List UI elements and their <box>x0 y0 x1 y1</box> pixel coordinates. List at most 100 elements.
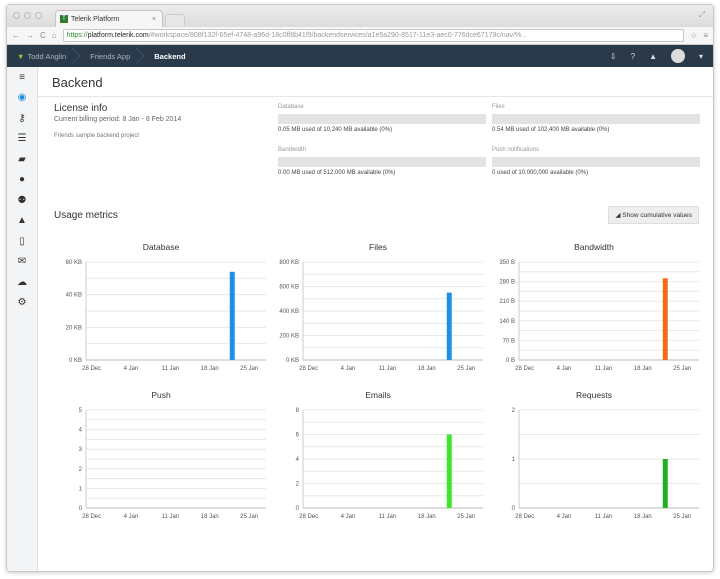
quota-bar <box>492 114 700 124</box>
chart-plot: 0 1 2 3 4 5 28 Dec 4 Jan 11 Jan 18 Jan 25 Jan <box>79 408 266 520</box>
browser-tab[interactable]: T Telerik Platform × <box>55 10 163 27</box>
quota-usage: 0.05 MB used of 10,240 MB available (0%) <box>278 127 393 133</box>
quota-bar <box>278 157 486 167</box>
eye-icon[interactable]: ◉ <box>17 92 27 104</box>
license-info: License info Current billing period: 8 J… <box>54 103 181 139</box>
notifications-bell-icon[interactable]: ▲ <box>649 51 657 61</box>
y-tick-label: 0 B <box>506 358 515 364</box>
quota-label: Database <box>278 104 304 110</box>
quota-database: Database 0.05 MB used of 10,240 MB availa… <box>278 104 486 133</box>
x-tick-label: 4 Jan <box>341 514 356 520</box>
browser-menu-icon[interactable]: ≡ <box>703 31 708 40</box>
x-tick-label: 28 Dec <box>515 366 534 372</box>
close-tab-icon[interactable]: × <box>151 15 156 23</box>
y-tick-label: 600 KB <box>279 285 299 291</box>
chart-push: Push 0 1 2 3 4 5 28 Dec 4 Jan 11 Jan 18 Jan 25 Jan <box>54 390 268 530</box>
fullscreen-icon[interactable]: ⤢ <box>698 10 705 19</box>
x-tick-label: 4 Jan <box>557 514 572 520</box>
x-tick-label: 11 Jan <box>595 514 613 520</box>
chart-title: Requests <box>576 390 612 400</box>
url-input[interactable]: https://platform.telerik.com/#workspace/… <box>62 29 685 42</box>
chart-title: Push <box>151 390 171 400</box>
key-icon[interactable]: ⚷ <box>18 112 26 124</box>
avatar[interactable] <box>670 49 685 63</box>
x-tick-label: 28 Dec <box>82 366 101 372</box>
home-icon[interactable]: ⌂ <box>51 31 57 40</box>
telerik-favicon-icon: T <box>60 15 68 23</box>
browser-window: T Telerik Platform × ⤢ ← → C ⌂ https://p… <box>6 4 714 572</box>
menu-icon[interactable]: ≡ <box>19 71 25 83</box>
x-tick-label: 4 Jan <box>124 366 139 372</box>
y-tick-label: 1 <box>512 457 516 463</box>
x-tick-label: 4 Jan <box>557 366 572 372</box>
x-tick-label: 18 Jan <box>201 514 219 520</box>
chart-title: Bandwidth <box>574 242 614 252</box>
bar <box>662 459 668 508</box>
quota-label: Push notifications <box>492 147 540 153</box>
list-icon[interactable]: ☰ <box>17 133 27 145</box>
url-path: /#workspace/808f132f-65ef-4748-a96d-18c0… <box>148 32 528 39</box>
quota-label: Bandwidth <box>278 147 307 153</box>
chevron-down-icon[interactable]: ▾ <box>698 51 703 61</box>
y-tick-label: 70 B <box>503 338 515 344</box>
project-description: Friends sample backend project <box>54 133 140 139</box>
back-icon[interactable]: ← <box>12 31 20 40</box>
forward-icon[interactable]: → <box>26 31 34 40</box>
user-icon[interactable]: ● <box>18 174 26 186</box>
chart-icon: ◢ <box>615 212 623 219</box>
main-content: Backend License info Current billing per… <box>38 67 713 571</box>
y-tick-label: 4 <box>79 428 83 434</box>
cloud-icon[interactable]: ☁ <box>17 276 27 288</box>
gear-icon[interactable]: ⚙ <box>17 297 27 309</box>
y-tick-label: 280 B <box>499 280 515 286</box>
chart-plot: 0 2 4 6 8 28 Dec 4 Jan 11 Jan 18 Jan 25 Jan <box>296 408 483 520</box>
breadcrumb-workspace[interactable]: ▼ Todd Anglin <box>7 45 80 67</box>
y-tick-label: 800 KB <box>279 260 299 266</box>
y-tick-label: 2 <box>296 482 300 488</box>
y-tick-label: 5 <box>79 408 83 414</box>
chart-title: Emails <box>365 390 391 400</box>
chart-plot: 0 KB 200 KB 400 KB 600 KB 800 KB 28 Dec 4 Jan 1… <box>279 260 483 372</box>
y-tick-label: 2 <box>79 467 83 473</box>
help-icon[interactable]: ? <box>630 51 636 61</box>
breadcrumb-current: Backend <box>144 45 199 67</box>
quota-bar <box>278 114 486 124</box>
show-cumulative-button[interactable]: ◢ Show cumulative values <box>608 206 699 224</box>
billing-period: Current billing period: 8 Jan - 8 Feb 20… <box>54 116 182 123</box>
mail-icon[interactable]: ✉ <box>17 256 27 268</box>
url-scheme: https:// <box>66 32 88 39</box>
y-tick-label: 2 <box>512 408 516 414</box>
users-icon[interactable]: ⚉ <box>17 194 27 206</box>
x-tick-label: 11 Jan <box>595 366 613 372</box>
x-tick-label: 28 Dec <box>515 514 534 520</box>
quota-files: Files 0.54 MB used of 102,400 MB availabl… <box>492 104 700 133</box>
y-tick-label: 400 KB <box>279 309 299 315</box>
x-tick-label: 4 Jan <box>341 366 356 372</box>
x-tick-label: 4 Jan <box>124 514 139 520</box>
bell-icon[interactable]: ▲ <box>17 215 27 227</box>
quota-usage: 0.54 MB used of 102,400 MB available (0%… <box>492 127 610 133</box>
tablet-icon[interactable]: ▯ <box>19 235 25 247</box>
new-tab-button[interactable] <box>165 14 185 26</box>
page-title: Backend <box>38 67 713 97</box>
chart-files: Files 0 KB 200 KB 400 KB 600 KB 800 KB 28 Dec 4… <box>271 242 485 382</box>
chart-bandwidth: Bandwidth 0 B 70 B 140 B 210 B 280 B 350 B 28 D… <box>487 242 701 382</box>
breadcrumb-app[interactable]: Friends App <box>80 45 144 67</box>
breadcrumb-label: Backend <box>154 51 186 61</box>
x-tick-label: 28 Dec <box>82 514 101 520</box>
folder-icon[interactable]: ▰ <box>18 153 26 165</box>
y-tick-label: 3 <box>79 447 83 453</box>
y-tick-label: 40 KB <box>66 293 82 299</box>
y-tick-label: 0 <box>296 506 300 512</box>
reload-icon[interactable]: C <box>40 31 46 40</box>
y-tick-label: 60 KB <box>66 260 82 266</box>
chart-database: Database 0 KB 20 KB 40 KB 60 KB 28 Dec 4 Jan 11… <box>54 242 268 382</box>
top-nav: ▼ Todd Anglin Friends App Backend ⇩ ? ▲ ▾ <box>7 45 713 67</box>
download-icon[interactable]: ⇩ <box>609 51 617 61</box>
bar <box>446 434 452 508</box>
quota-push: Push notifications 0 used of 10,000,000 a… <box>492 147 700 176</box>
chart-title: Database <box>142 242 180 252</box>
chart-plot: 0 B 70 B 140 B 210 B 280 B 350 B 28 Dec 4 Jan 11… <box>499 260 699 372</box>
window-controls[interactable] <box>13 12 42 19</box>
bookmark-star-icon[interactable]: ☆ <box>690 31 698 40</box>
